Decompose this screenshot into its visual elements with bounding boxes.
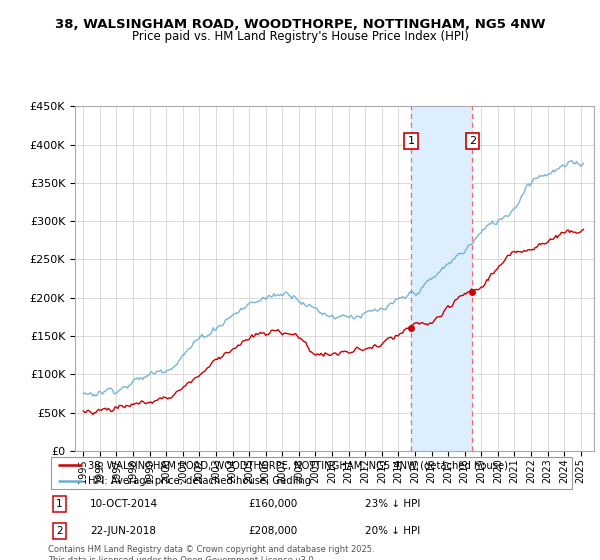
Text: 1: 1 [408,136,415,146]
Text: Contains HM Land Registry data © Crown copyright and database right 2025.
This d: Contains HM Land Registry data © Crown c… [48,545,374,560]
Text: £208,000: £208,000 [248,526,298,536]
Text: 20% ↓ HPI: 20% ↓ HPI [365,526,420,536]
Text: 22-JUN-2018: 22-JUN-2018 [90,526,156,536]
Text: 38, WALSINGHAM ROAD, WOODTHORPE, NOTTINGHAM, NG5 4NW: 38, WALSINGHAM ROAD, WOODTHORPE, NOTTING… [55,18,545,31]
Text: Price paid vs. HM Land Registry's House Price Index (HPI): Price paid vs. HM Land Registry's House … [131,30,469,43]
Text: 23% ↓ HPI: 23% ↓ HPI [365,499,420,509]
Text: 2: 2 [56,526,63,536]
Text: HPI: Average price, detached house, Gedling: HPI: Average price, detached house, Gedl… [88,476,311,486]
Text: 1: 1 [56,499,63,509]
Text: 2: 2 [469,136,476,146]
Text: 38, WALSINGHAM ROAD, WOODTHORPE, NOTTINGHAM, NG5 4NW (detached house): 38, WALSINGHAM ROAD, WOODTHORPE, NOTTING… [88,460,508,470]
Bar [411,106,472,451]
Text: £160,000: £160,000 [248,499,298,509]
Text: 10-OCT-2014: 10-OCT-2014 [90,499,158,509]
